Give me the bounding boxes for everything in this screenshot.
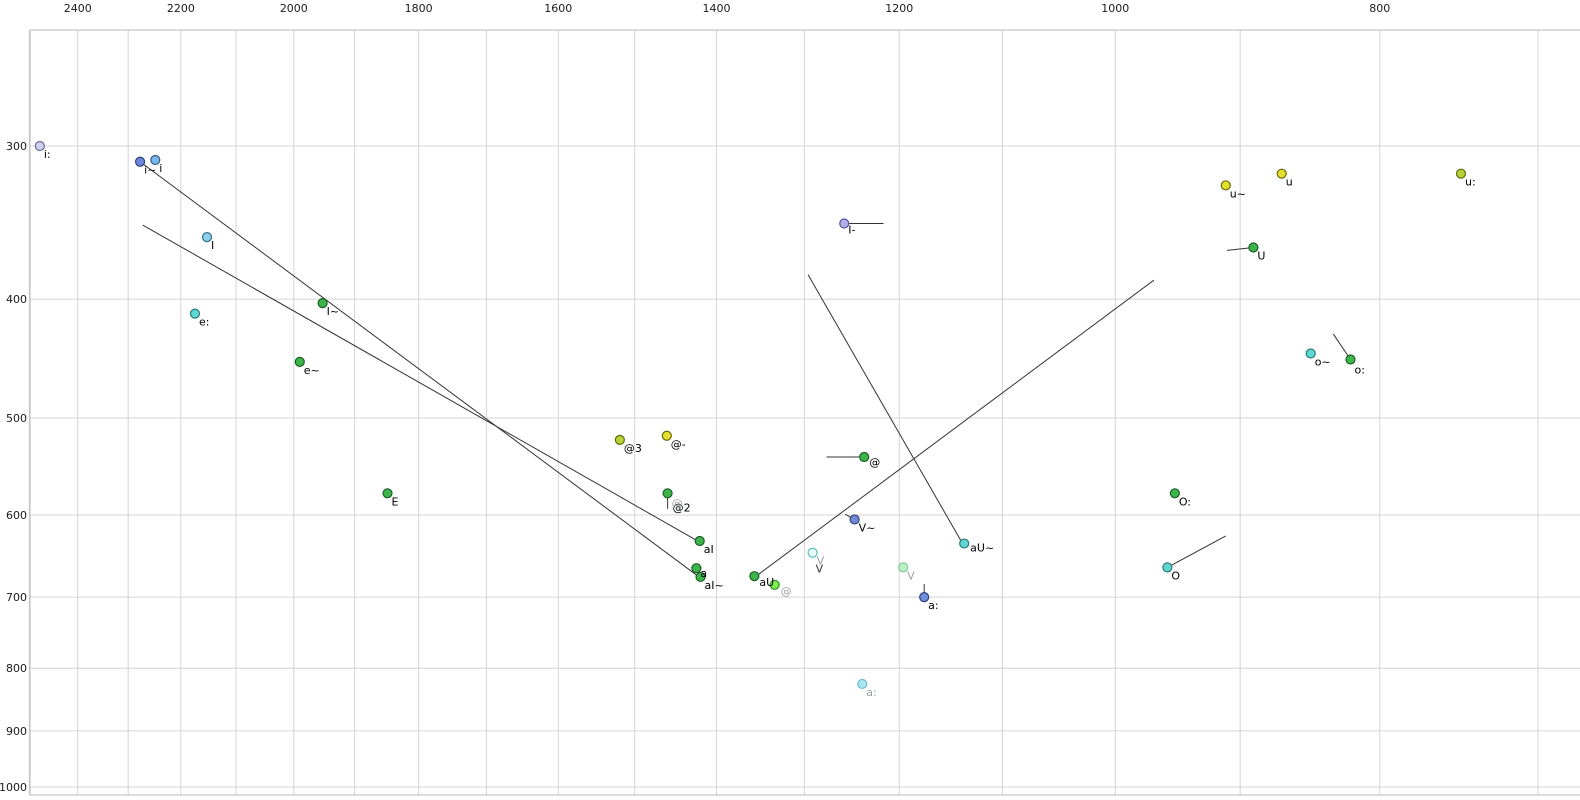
x-tick-label: 1800 bbox=[405, 2, 433, 15]
data-point[interactable] bbox=[1345, 354, 1356, 365]
data-point[interactable] bbox=[1305, 348, 1316, 359]
point-label: o~ bbox=[1315, 356, 1331, 369]
trajectory-line bbox=[142, 224, 703, 544]
point-label: V bbox=[816, 563, 824, 576]
x-tick-label: 2000 bbox=[280, 2, 308, 15]
point-label: e: bbox=[199, 316, 209, 329]
trajectory-line bbox=[755, 279, 1155, 577]
point-label: I- bbox=[848, 223, 855, 236]
point-label: V bbox=[907, 569, 915, 582]
point-label: V bbox=[817, 555, 825, 568]
data-point[interactable] bbox=[614, 434, 625, 445]
data-point[interactable] bbox=[201, 232, 213, 243]
y-tick-label: 800 bbox=[6, 662, 27, 675]
data-point[interactable] bbox=[189, 308, 201, 319]
trajectory-line bbox=[139, 161, 703, 580]
data-point[interactable] bbox=[749, 571, 760, 582]
y-tick-label: 1000 bbox=[0, 781, 27, 794]
x-tick-label: 2200 bbox=[167, 2, 195, 15]
data-point[interactable] bbox=[691, 563, 702, 574]
point-label: u bbox=[1286, 176, 1293, 189]
y-tick-label: 600 bbox=[6, 509, 27, 522]
y-tick-label: 900 bbox=[6, 725, 27, 738]
data-point[interactable] bbox=[382, 488, 393, 499]
point-label: U bbox=[1257, 249, 1265, 262]
point-label: aI bbox=[704, 543, 714, 556]
data-point[interactable] bbox=[1248, 242, 1259, 253]
data-point[interactable] bbox=[839, 218, 850, 229]
data-point[interactable] bbox=[34, 140, 45, 152]
data-point[interactable] bbox=[694, 535, 705, 547]
point-label: @3 bbox=[624, 442, 642, 455]
point-label: @2 bbox=[673, 501, 691, 514]
data-point[interactable] bbox=[1169, 488, 1180, 499]
data-point[interactable] bbox=[898, 562, 909, 573]
point-label: O bbox=[1171, 569, 1180, 582]
data-point[interactable] bbox=[662, 488, 673, 499]
point-label: I bbox=[211, 239, 214, 252]
data-point[interactable] bbox=[695, 571, 706, 583]
point-label: @ bbox=[781, 585, 792, 598]
data-point[interactable] bbox=[807, 547, 818, 558]
point-label: @ bbox=[672, 497, 683, 510]
x-tick-label: 1000 bbox=[1101, 2, 1129, 15]
point-label: aU bbox=[759, 576, 774, 589]
data-point[interactable] bbox=[134, 156, 146, 167]
point-label: i~ bbox=[144, 164, 156, 177]
point-label: aU~ bbox=[970, 542, 994, 555]
point-label: aI~ bbox=[705, 579, 724, 592]
data-point[interactable] bbox=[317, 298, 328, 309]
point-label: a bbox=[700, 567, 707, 580]
data-point[interactable] bbox=[959, 538, 970, 549]
data-point[interactable] bbox=[769, 579, 780, 590]
point-label: V~ bbox=[859, 521, 876, 534]
y-tick-label: 700 bbox=[6, 591, 27, 604]
point-label: a: bbox=[866, 686, 876, 699]
point-label: u~ bbox=[1230, 187, 1246, 200]
point-label: o: bbox=[1354, 364, 1364, 377]
y-tick-label: 400 bbox=[6, 293, 27, 306]
x-tick-label: 1600 bbox=[544, 2, 572, 15]
data-point[interactable] bbox=[849, 514, 860, 525]
data-point[interactable] bbox=[1162, 562, 1173, 573]
data-point[interactable] bbox=[1220, 180, 1231, 191]
data-point[interactable] bbox=[1276, 168, 1287, 179]
point-label: i: bbox=[44, 148, 51, 161]
y-tick-label: 300 bbox=[6, 140, 27, 153]
trajectory-line bbox=[1167, 535, 1227, 568]
point-label: @- bbox=[671, 438, 686, 451]
x-tick-label: 2400 bbox=[64, 2, 92, 15]
x-tick-label: 1200 bbox=[885, 2, 913, 15]
point-label: i bbox=[159, 162, 162, 175]
point-label: O: bbox=[1179, 495, 1191, 508]
trajectory-line bbox=[1332, 333, 1351, 360]
data-point[interactable] bbox=[150, 154, 161, 166]
data-point[interactable] bbox=[859, 451, 870, 463]
x-tick-label: 1400 bbox=[703, 2, 731, 15]
data-point[interactable] bbox=[919, 592, 930, 603]
point-label: u: bbox=[1465, 176, 1476, 189]
point-label: I~ bbox=[327, 305, 339, 318]
trajectory-line bbox=[807, 274, 963, 543]
data-point[interactable] bbox=[661, 430, 672, 441]
data-point[interactable] bbox=[294, 356, 305, 367]
point-label: @ bbox=[869, 456, 880, 469]
x-tick-label: 800 bbox=[1369, 2, 1390, 15]
point-label: e~ bbox=[304, 364, 320, 377]
y-tick-label: 500 bbox=[6, 412, 27, 425]
point-label: a: bbox=[928, 599, 938, 612]
point-label: E bbox=[391, 495, 398, 508]
data-point[interactable] bbox=[857, 678, 868, 690]
data-point[interactable] bbox=[1455, 168, 1467, 179]
